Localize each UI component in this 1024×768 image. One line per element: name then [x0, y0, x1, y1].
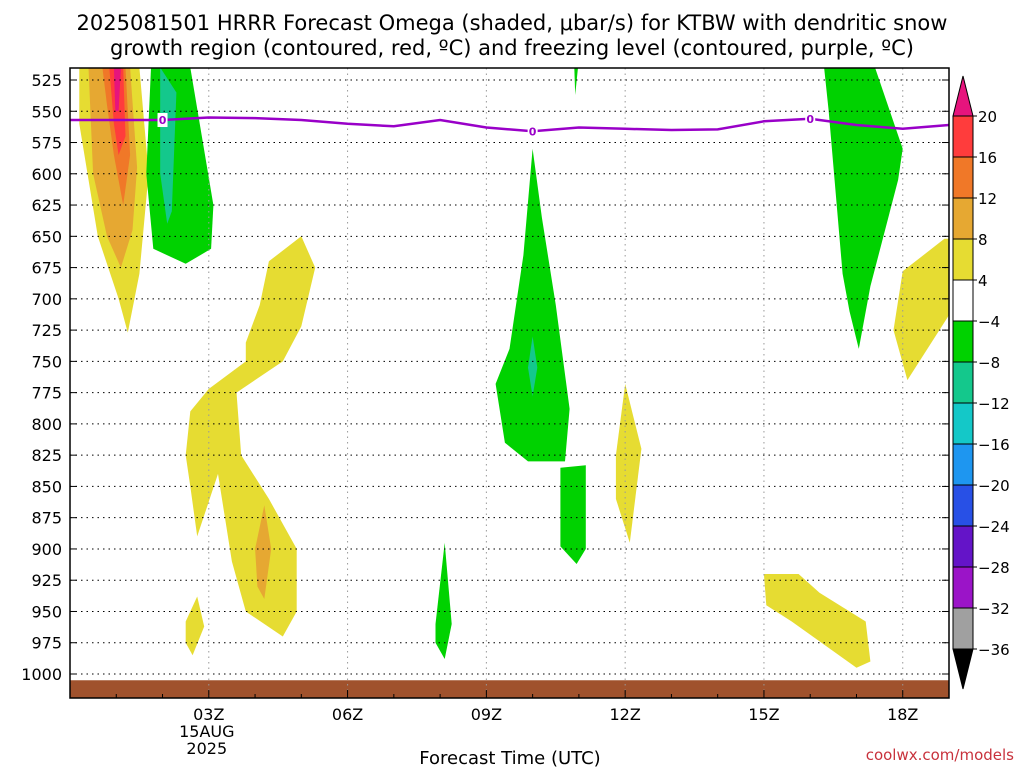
omega-region-3 [109, 68, 126, 155]
colorbar-label-10: −24 [978, 518, 1010, 536]
y-tick-label-925: 925 [31, 571, 62, 590]
colorbar-label-13: −36 [978, 641, 1010, 659]
y-tick-label-1000: 1000 [21, 665, 62, 684]
x-tick-year: 2025 [186, 739, 227, 758]
omega-region-17 [893, 238, 949, 381]
colorbar-label-11: −28 [978, 559, 1010, 577]
y-tick-label-950: 950 [31, 602, 62, 621]
freezing-level-line [70, 116, 949, 133]
x-tick-label-03Z: 03Z [193, 705, 224, 724]
omega-region-7 [185, 236, 316, 637]
colorbar-label-12: −32 [978, 600, 1010, 618]
x-tick-label-12Z: 12Z [609, 705, 640, 724]
colorbar-bin-12 [952, 607, 974, 650]
colorbar-bin-3 [952, 238, 974, 281]
y-tick-label-650: 650 [31, 227, 62, 246]
omega-region-4 [113, 68, 121, 112]
omega-region-14 [574, 68, 578, 95]
colorbar-label-4: 4 [978, 272, 988, 290]
x-tick-date: 15AUG [179, 722, 234, 741]
y-tick-label-750: 750 [31, 352, 62, 371]
plot-frame [69, 67, 950, 699]
colorbar-bottom-arrow [952, 648, 974, 690]
y-tick-label-675: 675 [31, 259, 62, 278]
omega-region-12 [528, 336, 538, 397]
colorbar-label-8: −16 [978, 436, 1010, 454]
colorbar-label-0: 20 [978, 108, 997, 126]
colorbar-label-1: 16 [978, 149, 997, 167]
colorbar-bin-7 [952, 402, 974, 445]
x-axis-label: Forecast Time (UTC) [419, 748, 600, 768]
y-tick-label-575: 575 [31, 134, 62, 153]
ground-band [70, 680, 949, 698]
y-tick-label-875: 875 [31, 509, 62, 528]
omega-region-15 [615, 383, 642, 543]
colorbar-bin-1 [952, 156, 974, 199]
y-tick-label-975: 975 [31, 634, 62, 653]
freezing-label-bg-1 [527, 124, 538, 139]
omega-region-16 [824, 68, 903, 349]
y-tick-label-725: 725 [31, 321, 62, 340]
omega-region-10 [435, 542, 452, 659]
colorbar-bin-2 [952, 197, 974, 240]
x-tick-label-15Z: 15Z [748, 705, 779, 724]
omega-region-5 [146, 68, 214, 264]
grid-lines [70, 68, 949, 698]
y-tick-label-600: 600 [31, 165, 62, 184]
chart-title-line-1: 2025081501 HRRR Forecast Omega (shaded, … [77, 11, 948, 35]
colorbar-label-3: 8 [978, 231, 988, 249]
colorbar-bin-9 [952, 484, 974, 527]
colorbar-bin-4 [952, 279, 974, 322]
freezing-level-label: 0 [159, 114, 167, 127]
x-tick-label-06Z: 06Z [332, 705, 363, 724]
y-tick-label-700: 700 [31, 290, 62, 309]
y-tick-label-800: 800 [31, 415, 62, 434]
colorbar-bin-11 [952, 566, 974, 609]
y-tick-label-550: 550 [31, 102, 62, 121]
y-tick-label-525: 525 [31, 71, 62, 90]
omega-region-8 [255, 505, 272, 599]
colorbar-bin-5 [952, 320, 974, 363]
colorbar-top-arrow [952, 75, 974, 117]
colorbar-bin-0 [952, 115, 974, 158]
freezing-level-label: 0 [529, 125, 537, 138]
colorbar-label-7: −12 [978, 395, 1010, 413]
x-tick-label-18Z: 18Z [887, 705, 918, 724]
freezing-level-label: 0 [806, 113, 814, 126]
freezing-label-bg-2 [805, 111, 816, 126]
colorbar-label-5: −4 [978, 313, 1000, 331]
omega-region-13 [560, 465, 586, 564]
y-tick-label-775: 775 [31, 384, 62, 403]
colorbar-bin-10 [952, 525, 974, 568]
y-tick-label-825: 825 [31, 446, 62, 465]
omega-region-18 [763, 574, 871, 668]
y-tick-label-850: 850 [31, 477, 62, 496]
freezing-level-contour: 0 0 0 [70, 111, 949, 139]
chart-title-line-2: growth region (contoured, red, ºC) and f… [110, 36, 914, 60]
y-tick-label-625: 625 [31, 196, 62, 215]
omega-region-9 [185, 596, 205, 656]
colorbar-label-2: 12 [978, 190, 997, 208]
freezing-label-bg-0 [157, 113, 168, 128]
colorbar-label-6: −8 [978, 354, 1000, 372]
colorbar-bin-8 [952, 443, 974, 486]
colorbar-bin-6 [952, 361, 974, 404]
colorbar-label-9: −20 [978, 477, 1010, 495]
omega-shaded-regions [79, 68, 949, 668]
omega-region-11 [495, 148, 570, 462]
ground-layer [70, 680, 949, 698]
y-tick-label-900: 900 [31, 540, 62, 559]
x-tick-label-09Z: 09Z [471, 705, 502, 724]
colorbar: 20 16 12 8 4 −4 −8 −12 −16 −20 −24 −28 −32 −36 [952, 75, 1010, 690]
credit-text: coolwx.com/models [866, 746, 1014, 764]
omega-region-6 [160, 68, 177, 224]
y-axis: 525 550 575 600 625 650 675 700 725 750 775 800 825 8… [21, 71, 949, 684]
